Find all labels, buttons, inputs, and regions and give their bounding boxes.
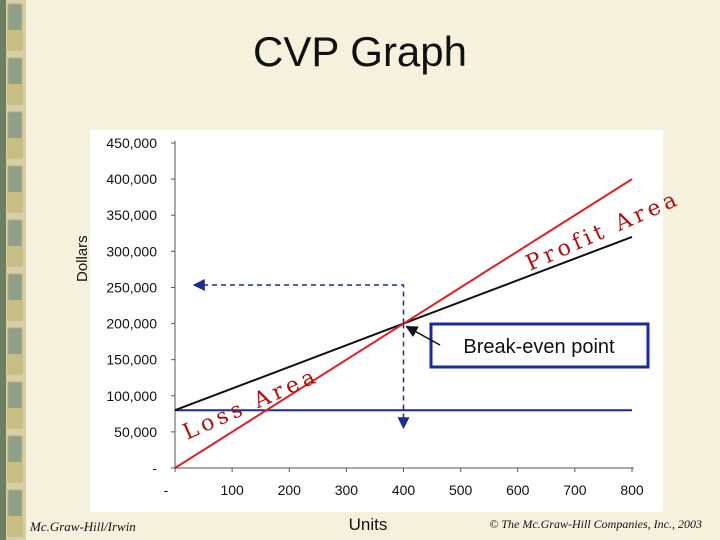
break-even-callout [429, 322, 650, 369]
y-tick-label: 100,000 [106, 388, 157, 404]
profit-area-label: Profit Area [522, 186, 684, 276]
y-tick-label: 400,000 [106, 171, 157, 187]
x-tick-label: 400 [392, 482, 416, 498]
x-tick-label: 700 [563, 482, 587, 498]
break-even-pointer [405, 325, 441, 346]
x-tick-label: 800 [620, 482, 644, 498]
break-even-dollars-guide [192, 279, 405, 324]
y-tick-label: 150,000 [106, 352, 157, 368]
slide-title: CVP Graph [253, 28, 467, 75]
y-tick-label: 250,000 [106, 279, 157, 295]
side-strip [0, 0, 26, 540]
x-tick-label: 200 [278, 482, 302, 498]
x-tick-label: 500 [449, 482, 473, 498]
loss-area-label: Loss Area [179, 363, 323, 445]
x-tick-label: 100 [220, 482, 244, 498]
y-tick-label: 450,000 [106, 135, 157, 151]
x-axis-label: Units [348, 515, 388, 534]
chart-panel [90, 130, 663, 512]
x-tick-label: 300 [335, 482, 359, 498]
footer-copyright: © The Mc.Graw-Hill Companies, Inc., 2003 [489, 517, 702, 531]
y-tick-label: 200,000 [106, 316, 157, 332]
footer-publisher: Mc.Graw-Hill/Irwin [30, 519, 136, 534]
y-axis-label: Dollars [74, 235, 91, 282]
y-tick-label: 50,000 [114, 424, 157, 440]
x-tick-label: 600 [506, 482, 530, 498]
break-even-label: Break-even point [463, 336, 615, 358]
y-tick-label: 300,000 [106, 243, 157, 259]
x-tick-label: - [164, 482, 169, 498]
y-tick-label: - [152, 460, 157, 476]
y-tick-label: 350,000 [106, 207, 157, 223]
